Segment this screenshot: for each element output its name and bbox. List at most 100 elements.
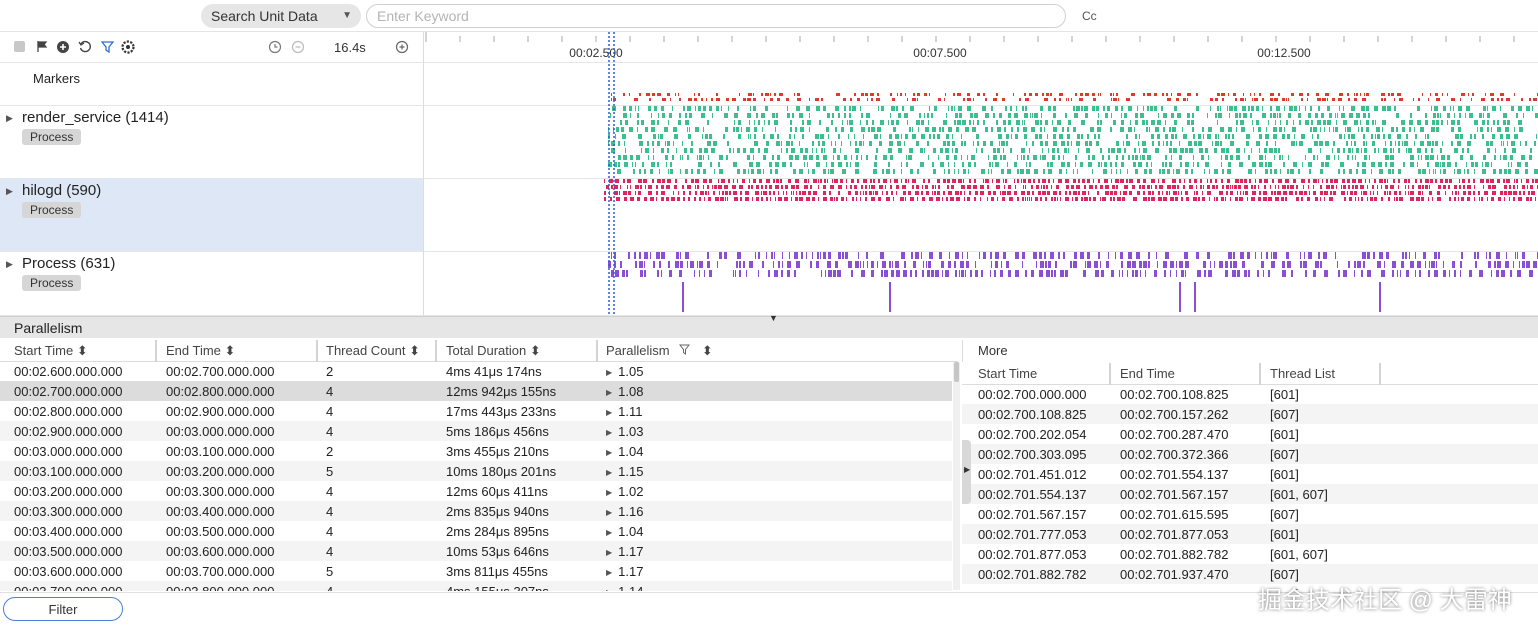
expand-caret-icon[interactable]: ▶	[606, 388, 613, 397]
activity-slice	[1154, 93, 1157, 96]
expand-caret-icon[interactable]: ▶	[6, 259, 13, 269]
expand-caret-icon[interactable]: ▶	[606, 548, 613, 557]
column-header-thread-count[interactable]: Thread Count ⬍	[326, 343, 421, 358]
zoom-in-icon[interactable]	[395, 40, 409, 54]
activity-slice	[691, 169, 693, 174]
expand-caret-icon[interactable]: ▶	[6, 186, 13, 196]
clock-icon[interactable]	[268, 40, 282, 54]
table-row[interactable]: 00:02.800.000.000 00:02.900.000.000 4 17ms …	[0, 401, 952, 421]
expand-caret-icon[interactable]: ▶	[606, 368, 613, 377]
activity-slice	[623, 106, 626, 111]
table-row[interactable]: 00:02.700.108.825 00:02.700.157.262 [607]	[962, 404, 1538, 424]
add-circle-icon[interactable]	[56, 40, 70, 54]
expand-caret-icon[interactable]: ▶	[606, 408, 613, 417]
scrollbar-thumb[interactable]	[954, 362, 959, 382]
activity-slice	[1282, 155, 1283, 160]
activity-slice	[1004, 127, 1006, 132]
lane-render-service[interactable]: ▶ render_service (1414) Process	[0, 106, 424, 179]
table-row[interactable]: 00:02.701.882.782 00:02.701.937.470 [607]	[962, 564, 1538, 584]
activity-slice	[638, 134, 642, 139]
activity-slice	[1166, 141, 1168, 146]
activity-slice	[1410, 162, 1414, 167]
table-row[interactable]: 00:02.600.000.000 00:02.700.000.000 2 4ms 4…	[0, 361, 952, 381]
table-row[interactable]: 00:03.500.000.000 00:03.600.000.000 4 10ms …	[0, 541, 952, 561]
activity-slice	[796, 261, 800, 268]
column-header-parallelism[interactable]: Parallelism ⬍	[606, 343, 713, 358]
table-row[interactable]: 00:02.701.554.137 00:02.701.567.157 [601, …	[962, 484, 1538, 504]
table-row[interactable]: 00:02.701.777.053 00:02.701.877.053 [601]	[962, 524, 1538, 544]
collapse-panel-icon[interactable]: ▼	[769, 313, 778, 323]
column-header-start-time[interactable]: Start Time	[978, 366, 1038, 381]
activity-slice	[736, 261, 738, 268]
table-cell: ▶ 1.02	[606, 484, 643, 499]
column-header-end-time[interactable]: End Time	[1120, 366, 1175, 381]
table-row[interactable]: 00:02.700.202.054 00:02.700.287.470 [601]	[962, 424, 1538, 444]
table-row[interactable]: 00:03.300.000.000 00:03.400.000.000 4 2ms 8…	[0, 501, 952, 521]
time-ruler[interactable]: 00:02.500 00:07.500 00:12.500	[424, 32, 1538, 63]
table-row[interactable]: 00:02.701.567.157 00:02.701.615.595 [607]	[962, 504, 1538, 524]
keyword-input[interactable]	[366, 4, 1066, 28]
expand-caret-icon[interactable]: ▶	[606, 528, 613, 537]
lane-track-process-631[interactable]	[424, 252, 1538, 316]
markers-lane[interactable]	[424, 63, 1538, 106]
refresh-icon[interactable]	[78, 40, 92, 54]
table-row[interactable]: 00:03.400.000.000 00:03.500.000.000 4 2ms 2…	[0, 521, 952, 541]
table-row[interactable]: 00:02.701.451.012 00:02.701.554.137 [601]	[962, 464, 1538, 484]
lane-track-hilogd[interactable]	[424, 179, 1538, 252]
activity-slice	[948, 169, 950, 174]
activity-slice	[906, 155, 907, 160]
filter-button[interactable]: Filter	[3, 597, 123, 621]
column-header-end-time[interactable]: End Time ⬍	[166, 343, 236, 358]
activity-slice	[699, 148, 702, 153]
table-row[interactable]: 00:02.701.877.053 00:02.701.882.782 [601, …	[962, 544, 1538, 564]
table-row[interactable]: 00:03.000.000.000 00:03.100.000.000 2 3ms 4…	[0, 441, 952, 461]
zoom-out-icon[interactable]	[291, 40, 305, 54]
activity-slice	[855, 141, 857, 146]
flag-icon[interactable]	[35, 40, 49, 54]
lane-track-render-service[interactable]	[424, 106, 1538, 179]
table-row[interactable]: 00:02.900.000.000 00:03.000.000.000 4 5ms 1…	[0, 421, 952, 441]
table-row[interactable]: 00:02.700.000.000 00:02.800.000.000 4 12ms …	[0, 381, 952, 401]
time-cursor[interactable]	[606, 32, 618, 316]
expand-caret-icon[interactable]: ▶	[606, 428, 613, 437]
table-row[interactable]: 00:03.200.000.000 00:03.300.000.000 4 12ms …	[0, 481, 952, 501]
filter-icon[interactable]	[100, 40, 114, 54]
expand-caret-icon[interactable]: ▶	[606, 448, 613, 457]
activity-slice	[1166, 191, 1168, 195]
activity-slice	[958, 106, 962, 111]
stop-icon[interactable]	[12, 40, 26, 54]
column-header-total-duration[interactable]: Total Duration ⬍	[446, 343, 541, 358]
expand-caret-icon[interactable]: ▶	[606, 588, 612, 591]
case-sensitive-toggle[interactable]: Cc	[1082, 9, 1097, 23]
table-row[interactable]: 00:02.700.303.095 00:02.700.372.366 [607]	[962, 444, 1538, 464]
activity-slice	[653, 261, 655, 268]
table-row[interactable]: 00:03.600.000.000 00:03.700.000.000 5 3ms 8…	[0, 561, 952, 581]
expand-caret-icon[interactable]: ▶	[606, 488, 613, 497]
activity-slice	[1071, 141, 1072, 146]
search-unit-dropdown[interactable]: Search Unit Data ▼	[201, 4, 361, 28]
expand-caret-icon[interactable]: ▶	[606, 508, 613, 517]
expand-caret-icon[interactable]: ▶	[606, 468, 613, 477]
activity-slice	[991, 106, 993, 111]
lane-process-631[interactable]: ▶ Process (631) Process	[0, 252, 424, 316]
expand-caret-icon[interactable]: ▶	[606, 568, 613, 577]
table-row[interactable]: 00:02.700.000.000 00:02.700.108.825 [601]	[962, 384, 1538, 404]
column-header-start-time[interactable]: Start Time ⬍	[14, 343, 88, 358]
activity-slice	[1289, 191, 1293, 195]
activity-slice	[1523, 191, 1525, 195]
table-row[interactable]: 00:02.701.937.47000:02.702.000.000[601]	[962, 584, 1538, 590]
column-header-thread-list[interactable]: Thread List	[1270, 366, 1336, 381]
activity-slice	[1429, 261, 1430, 268]
activity-slice	[1399, 98, 1403, 101]
settings-icon[interactable]	[121, 40, 135, 54]
table-row[interactable]: 00:03.100.000.000 00:03.200.000.000 5 10ms …	[0, 461, 952, 481]
activity-slice	[1034, 169, 1038, 174]
vertical-scrollbar[interactable]	[953, 362, 960, 590]
activity-slice	[1031, 197, 1032, 201]
expand-caret-icon[interactable]: ▶	[6, 113, 13, 123]
lane-hilogd[interactable]: ▶ hilogd (590) Process	[0, 179, 424, 252]
panel-splitter[interactable]	[962, 440, 971, 504]
expand-right-icon[interactable]: ▶	[964, 465, 971, 474]
activity-slice	[910, 169, 913, 174]
